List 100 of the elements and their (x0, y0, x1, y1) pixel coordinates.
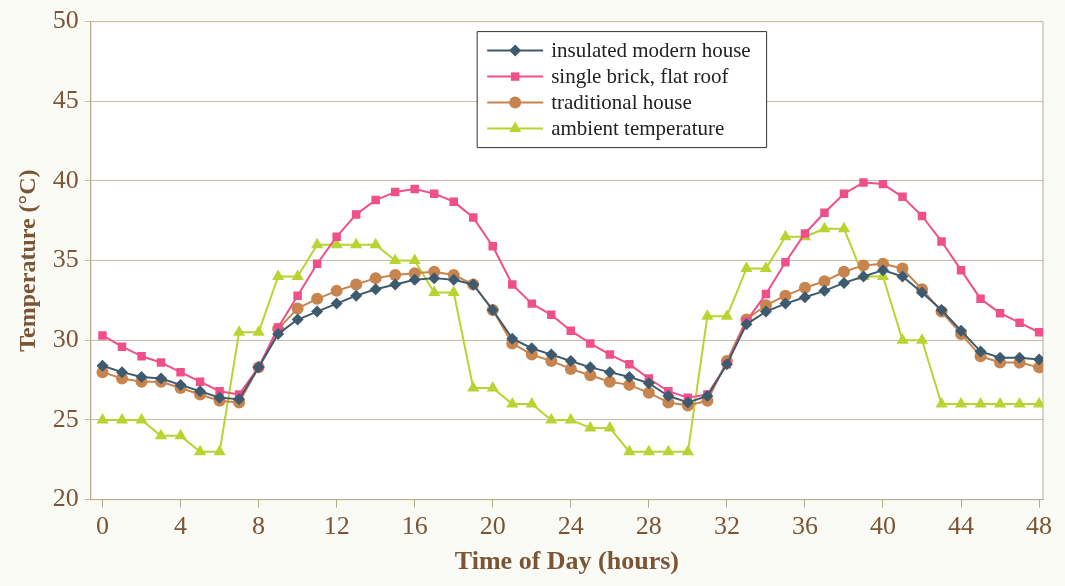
point (564, 412, 577, 424)
point (566, 326, 576, 335)
point (291, 313, 304, 326)
point (545, 412, 558, 424)
point (115, 412, 129, 424)
point (156, 358, 166, 367)
point (311, 305, 324, 318)
point (488, 242, 497, 251)
point (1015, 318, 1024, 327)
point (389, 253, 402, 265)
point (896, 270, 909, 283)
x-tick-label: 36 (791, 511, 818, 541)
point (605, 350, 615, 359)
point (584, 361, 597, 374)
point (798, 291, 811, 304)
point (447, 285, 460, 296)
point (429, 189, 439, 198)
point (896, 333, 909, 344)
point (623, 444, 636, 456)
point (837, 265, 850, 278)
point (506, 332, 519, 345)
y-tick-label: 45 (52, 85, 79, 115)
point (350, 237, 363, 249)
point (915, 333, 929, 344)
point (233, 325, 246, 336)
y-tick-label: 20 (52, 483, 79, 513)
point (98, 331, 107, 340)
point (447, 273, 460, 286)
point (781, 257, 790, 267)
point (877, 264, 889, 277)
x-axis-title: Time of Day (hours) (454, 546, 679, 576)
point (898, 192, 907, 202)
x-tick-label: 24 (557, 511, 584, 541)
point (96, 359, 109, 372)
y-tick-label: 50 (52, 5, 79, 35)
point (467, 381, 480, 392)
point (213, 444, 226, 456)
point (371, 195, 380, 205)
point (117, 342, 127, 351)
point (486, 381, 499, 392)
point (525, 397, 538, 408)
x-tick-label: 12 (323, 511, 350, 541)
legend-label: traditional house (551, 90, 692, 115)
point (740, 261, 753, 273)
x-tick-label: 32 (713, 511, 740, 541)
point (681, 444, 694, 456)
point (154, 428, 168, 440)
point (603, 420, 616, 432)
y-tick-label: 35 (52, 244, 79, 274)
point (408, 253, 421, 265)
point (272, 327, 285, 340)
point (818, 284, 831, 297)
point (1013, 397, 1026, 408)
point (252, 325, 265, 336)
point (174, 428, 187, 440)
point (935, 397, 948, 408)
point (779, 229, 792, 241)
point (408, 273, 421, 286)
point (701, 390, 714, 403)
point (586, 339, 595, 348)
point (311, 237, 324, 249)
point (195, 377, 205, 386)
legend-label: single brick, flat roof (551, 64, 729, 89)
point (976, 294, 985, 304)
point (759, 261, 772, 273)
point (272, 269, 285, 281)
point (642, 377, 655, 390)
point (389, 278, 402, 291)
point (351, 210, 361, 219)
point (974, 345, 987, 358)
x-tick-label: 40 (870, 511, 896, 541)
point (545, 348, 558, 361)
y-axis-title: Temperature (°C) (13, 169, 40, 352)
point (137, 351, 146, 361)
point (135, 370, 148, 383)
point (857, 259, 870, 272)
y-tick-label: 30 (52, 324, 79, 354)
point (369, 272, 382, 285)
point (291, 302, 304, 315)
point (937, 237, 946, 246)
point (194, 444, 207, 456)
point (974, 397, 987, 408)
point (740, 318, 753, 331)
x-tick-label: 0 (96, 511, 110, 541)
point (818, 221, 831, 233)
x-tick-label: 8 (252, 511, 266, 541)
point (469, 213, 478, 222)
point (837, 221, 851, 233)
point (662, 444, 675, 456)
x-tick-label: 16 (401, 511, 428, 541)
point (428, 285, 441, 296)
point (603, 375, 616, 388)
point (642, 444, 655, 456)
point (994, 397, 1007, 408)
point (779, 297, 792, 310)
point (1013, 351, 1026, 364)
x-tick-label: 28 (635, 511, 662, 541)
point (701, 309, 714, 320)
x-tick-label: 48 (1026, 511, 1053, 541)
point (332, 232, 341, 241)
